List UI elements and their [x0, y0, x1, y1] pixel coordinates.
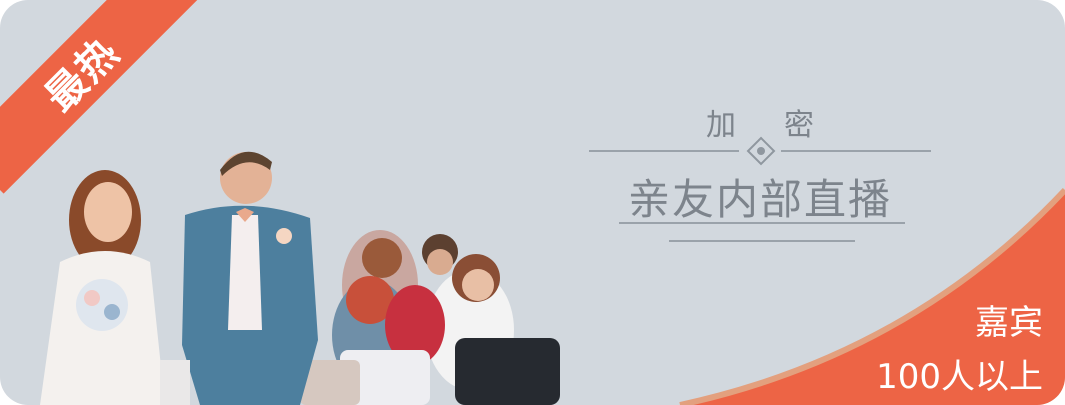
main-title: 亲友内部直播 [627, 175, 892, 224]
divider-bottom-2 [669, 240, 855, 242]
diamond-ornament-icon [746, 136, 776, 166]
guests-group [300, 230, 560, 405]
divider-top-right [781, 150, 931, 152]
groom-figure [182, 151, 318, 405]
divider-bottom-1 [619, 222, 905, 224]
subtitle-encrypted: 加密 [706, 108, 862, 143]
guest-count-corner: 嘉宾 100人以上 [650, 185, 1065, 405]
guest-count: 100人以上 [876, 357, 1043, 397]
title-block: 加密 亲友内部直播 [585, 96, 935, 256]
chair-left [160, 360, 190, 405]
guest-label: 嘉宾 [975, 303, 1043, 343]
hot-badge: 最热 [0, 0, 200, 200]
bride-figure [40, 170, 165, 405]
divider-top-left [589, 150, 739, 152]
corner-swoosh [679, 187, 1065, 405]
wedding-photo [40, 151, 560, 405]
hot-badge-label: 最热 [0, 0, 200, 194]
